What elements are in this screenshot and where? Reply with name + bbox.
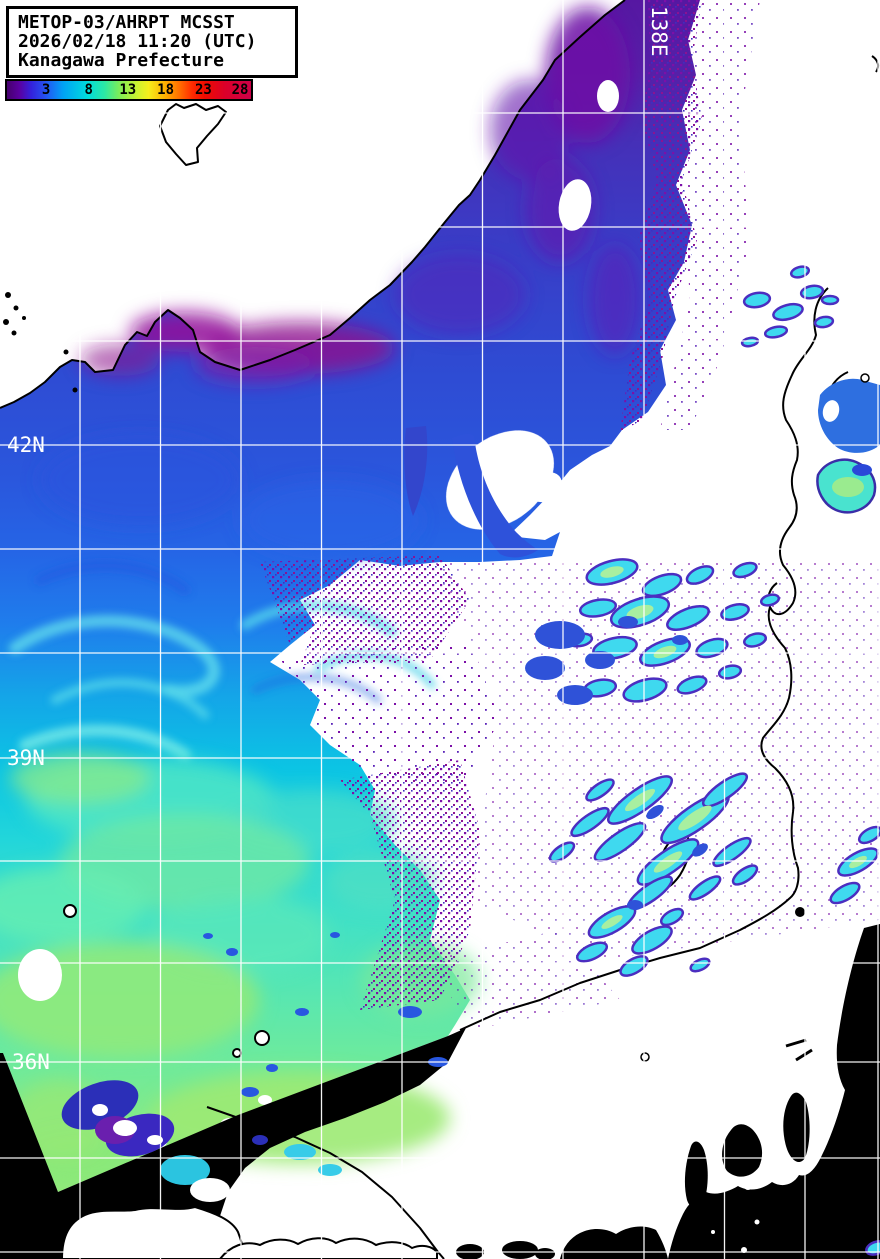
mutsu-bay-sst [816,458,877,514]
lat-label-39n: 39N [7,746,45,770]
colorbar-tick-3: 3 [41,82,51,98]
colorbar-tick-18: 18 [157,82,175,98]
lon-label-138e: 138E [647,6,671,57]
colorbar-tick-8: 8 [84,82,93,98]
timestamp: 2026/02/18 11:20 (UTC) [18,31,257,52]
green-zone-cloud-cluster [61,932,448,1202]
lat-label-42n: 42N [7,433,45,457]
title-box: METOP-03/AHRPT MCSST 2026/02/18 11:20 (U… [6,6,298,78]
land-bottom [60,1205,438,1259]
temperature-colorbar: 3 8 13 18 23 28 [5,79,253,101]
funka-bay-sst [818,378,880,453]
patch-cores [600,566,867,929]
cold-filament [404,426,538,558]
graticule-labels: 42N 39N 36N 138E [7,6,671,1074]
lat-label-36n: 36N [12,1050,50,1074]
cold-cloud-blobs [525,616,708,910]
product-name: METOP-03/AHRPT MCSST [18,12,235,33]
region-name: Kanagawa Prefecture [18,50,224,71]
colorbar-gradient [7,81,251,99]
colorbar-tick-13: 13 [119,82,137,98]
colorbar-tick-28: 28 [231,82,249,98]
small-islands [3,292,870,1253]
colorbar-tick-23: 23 [194,82,212,98]
